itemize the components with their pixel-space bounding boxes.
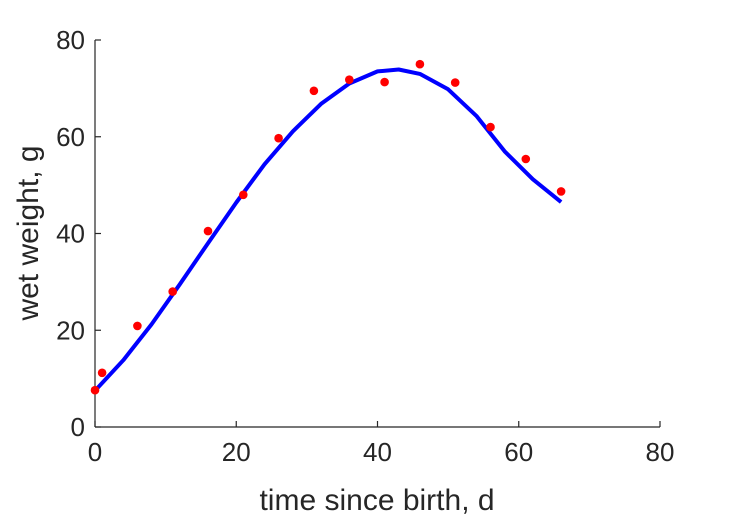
- data-point: [168, 287, 177, 296]
- y-tick-label: 80: [56, 25, 85, 55]
- data-point: [415, 59, 425, 69]
- data-point: [486, 122, 495, 132]
- x-ticks: 0 20 40 60 80: [88, 421, 675, 467]
- data-point: [380, 77, 389, 87]
- data-point: [309, 86, 319, 96]
- x-tick-label: 80: [646, 437, 675, 467]
- y-ticks: 0 20 40 60 80: [56, 25, 101, 442]
- data-point: [274, 133, 283, 143]
- x-tick-label: 0: [88, 437, 102, 467]
- x-axis-label: time since birth, d: [259, 484, 494, 517]
- data-point: [521, 154, 531, 164]
- y-axis-label: wet weight, g: [12, 145, 45, 321]
- x-tick-label: 20: [222, 437, 251, 467]
- x-tick-label: 60: [504, 437, 533, 467]
- data-point: [133, 321, 142, 331]
- data-point: [556, 187, 566, 196]
- data-point: [239, 190, 248, 200]
- series-layer: [90, 59, 566, 395]
- y-tick-label: 60: [56, 122, 85, 152]
- data-point: [97, 368, 107, 378]
- plot-area: 0 20 40 60 80 0 20 40 60 80: [56, 25, 674, 467]
- y-tick-label: 20: [56, 315, 85, 345]
- x-tick-label: 40: [363, 437, 392, 467]
- fit-curve: [93, 67, 563, 393]
- y-tick-label: 40: [56, 219, 85, 249]
- data-point: [450, 78, 460, 87]
- data-point: [203, 226, 213, 236]
- y-tick-label: 0: [71, 412, 85, 442]
- data-point: [90, 385, 100, 395]
- data-point: [345, 75, 354, 84]
